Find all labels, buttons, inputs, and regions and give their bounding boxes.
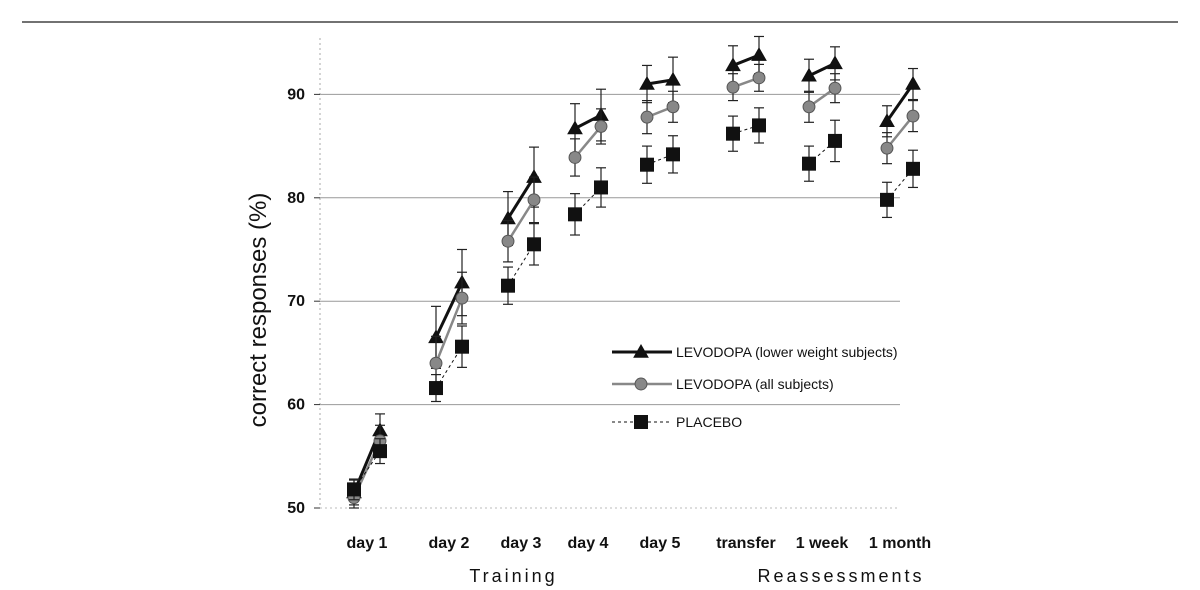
y-axis: 50 60 70 80 90 xyxy=(287,38,321,517)
x-tick-label: day 1 xyxy=(347,535,388,552)
data-point xyxy=(455,291,469,305)
grid-lines xyxy=(320,93,900,509)
legend-label: LEVODOPA (lower weight subjects) xyxy=(676,344,898,360)
legend-label: PLACEBO xyxy=(676,414,742,430)
legend-marker xyxy=(634,415,648,429)
series-line-segment xyxy=(886,115,914,149)
y-tick-label: 50 xyxy=(287,500,305,517)
data-point xyxy=(726,126,740,141)
y-tick-label: 60 xyxy=(287,397,305,414)
y-tick-label: 90 xyxy=(287,86,305,103)
data-point xyxy=(501,278,515,293)
data-point xyxy=(455,339,469,354)
series-line-segment xyxy=(506,176,536,220)
group-label: Reassessments xyxy=(757,566,924,586)
data-point xyxy=(527,237,541,252)
x-tick-label: day 4 xyxy=(568,535,609,552)
data-point xyxy=(880,192,894,207)
data-point xyxy=(594,180,608,195)
series-line-segment xyxy=(434,297,464,364)
data-point xyxy=(880,141,894,155)
series-2 xyxy=(347,107,920,501)
data-point xyxy=(828,81,842,95)
data-point xyxy=(666,147,680,162)
data-point xyxy=(429,381,443,396)
data-point xyxy=(827,55,843,70)
data-point xyxy=(751,47,767,61)
y-tick-label: 80 xyxy=(287,190,305,207)
data-point xyxy=(594,119,608,133)
series-layer xyxy=(346,35,921,509)
group-labels: Training Reassessments xyxy=(469,566,924,586)
series-line-segment xyxy=(434,281,464,339)
x-tick-label: transfer xyxy=(716,535,776,552)
y-tick-label: 70 xyxy=(287,293,305,310)
data-point xyxy=(568,207,582,222)
series-line-segment xyxy=(646,153,674,166)
data-point xyxy=(665,71,681,86)
data-point xyxy=(726,80,740,94)
data-point xyxy=(905,76,921,90)
series-line-segment xyxy=(506,199,536,242)
data-point xyxy=(568,151,582,164)
x-tick-label: day 3 xyxy=(501,535,542,552)
data-point xyxy=(639,76,655,90)
series-0 xyxy=(346,35,921,506)
group-label: Training xyxy=(469,566,557,586)
legend-marker xyxy=(633,343,649,358)
data-point xyxy=(666,100,680,114)
data-point xyxy=(802,156,816,171)
data-point xyxy=(802,100,816,114)
data-point xyxy=(879,113,895,128)
legend: LEVODOPA (lower weight subjects) LEVODOPA… xyxy=(612,343,898,430)
data-point xyxy=(373,444,387,459)
data-point xyxy=(347,482,361,497)
series-line-segment xyxy=(574,125,602,159)
data-point xyxy=(906,161,920,176)
legend-marker xyxy=(634,377,648,391)
data-point xyxy=(906,109,920,123)
data-point xyxy=(801,67,817,82)
x-tick-label: 1 week xyxy=(796,535,849,552)
legend-label: LEVODOPA (all subjects) xyxy=(676,376,834,392)
data-point xyxy=(640,110,654,124)
data-point xyxy=(567,120,583,135)
x-tick-label: day 5 xyxy=(640,535,681,552)
data-point xyxy=(752,118,766,133)
x-axis-labels: day 1 day 2 day 3 day 4 day 5 transfer 1 week 1… xyxy=(347,535,932,552)
data-point xyxy=(429,356,443,370)
series-1 xyxy=(347,63,920,509)
x-tick-label: 1 month xyxy=(869,535,931,552)
series-line-segment xyxy=(885,83,915,123)
series-line-segment xyxy=(732,124,760,135)
x-tick-label: day 2 xyxy=(429,535,470,552)
data-point xyxy=(640,157,654,172)
y-axis-label: correct responses (%) xyxy=(245,193,272,428)
data-point xyxy=(527,193,541,207)
data-point xyxy=(828,133,842,148)
data-point xyxy=(752,71,766,85)
data-point xyxy=(725,57,741,72)
data-point xyxy=(501,234,515,248)
